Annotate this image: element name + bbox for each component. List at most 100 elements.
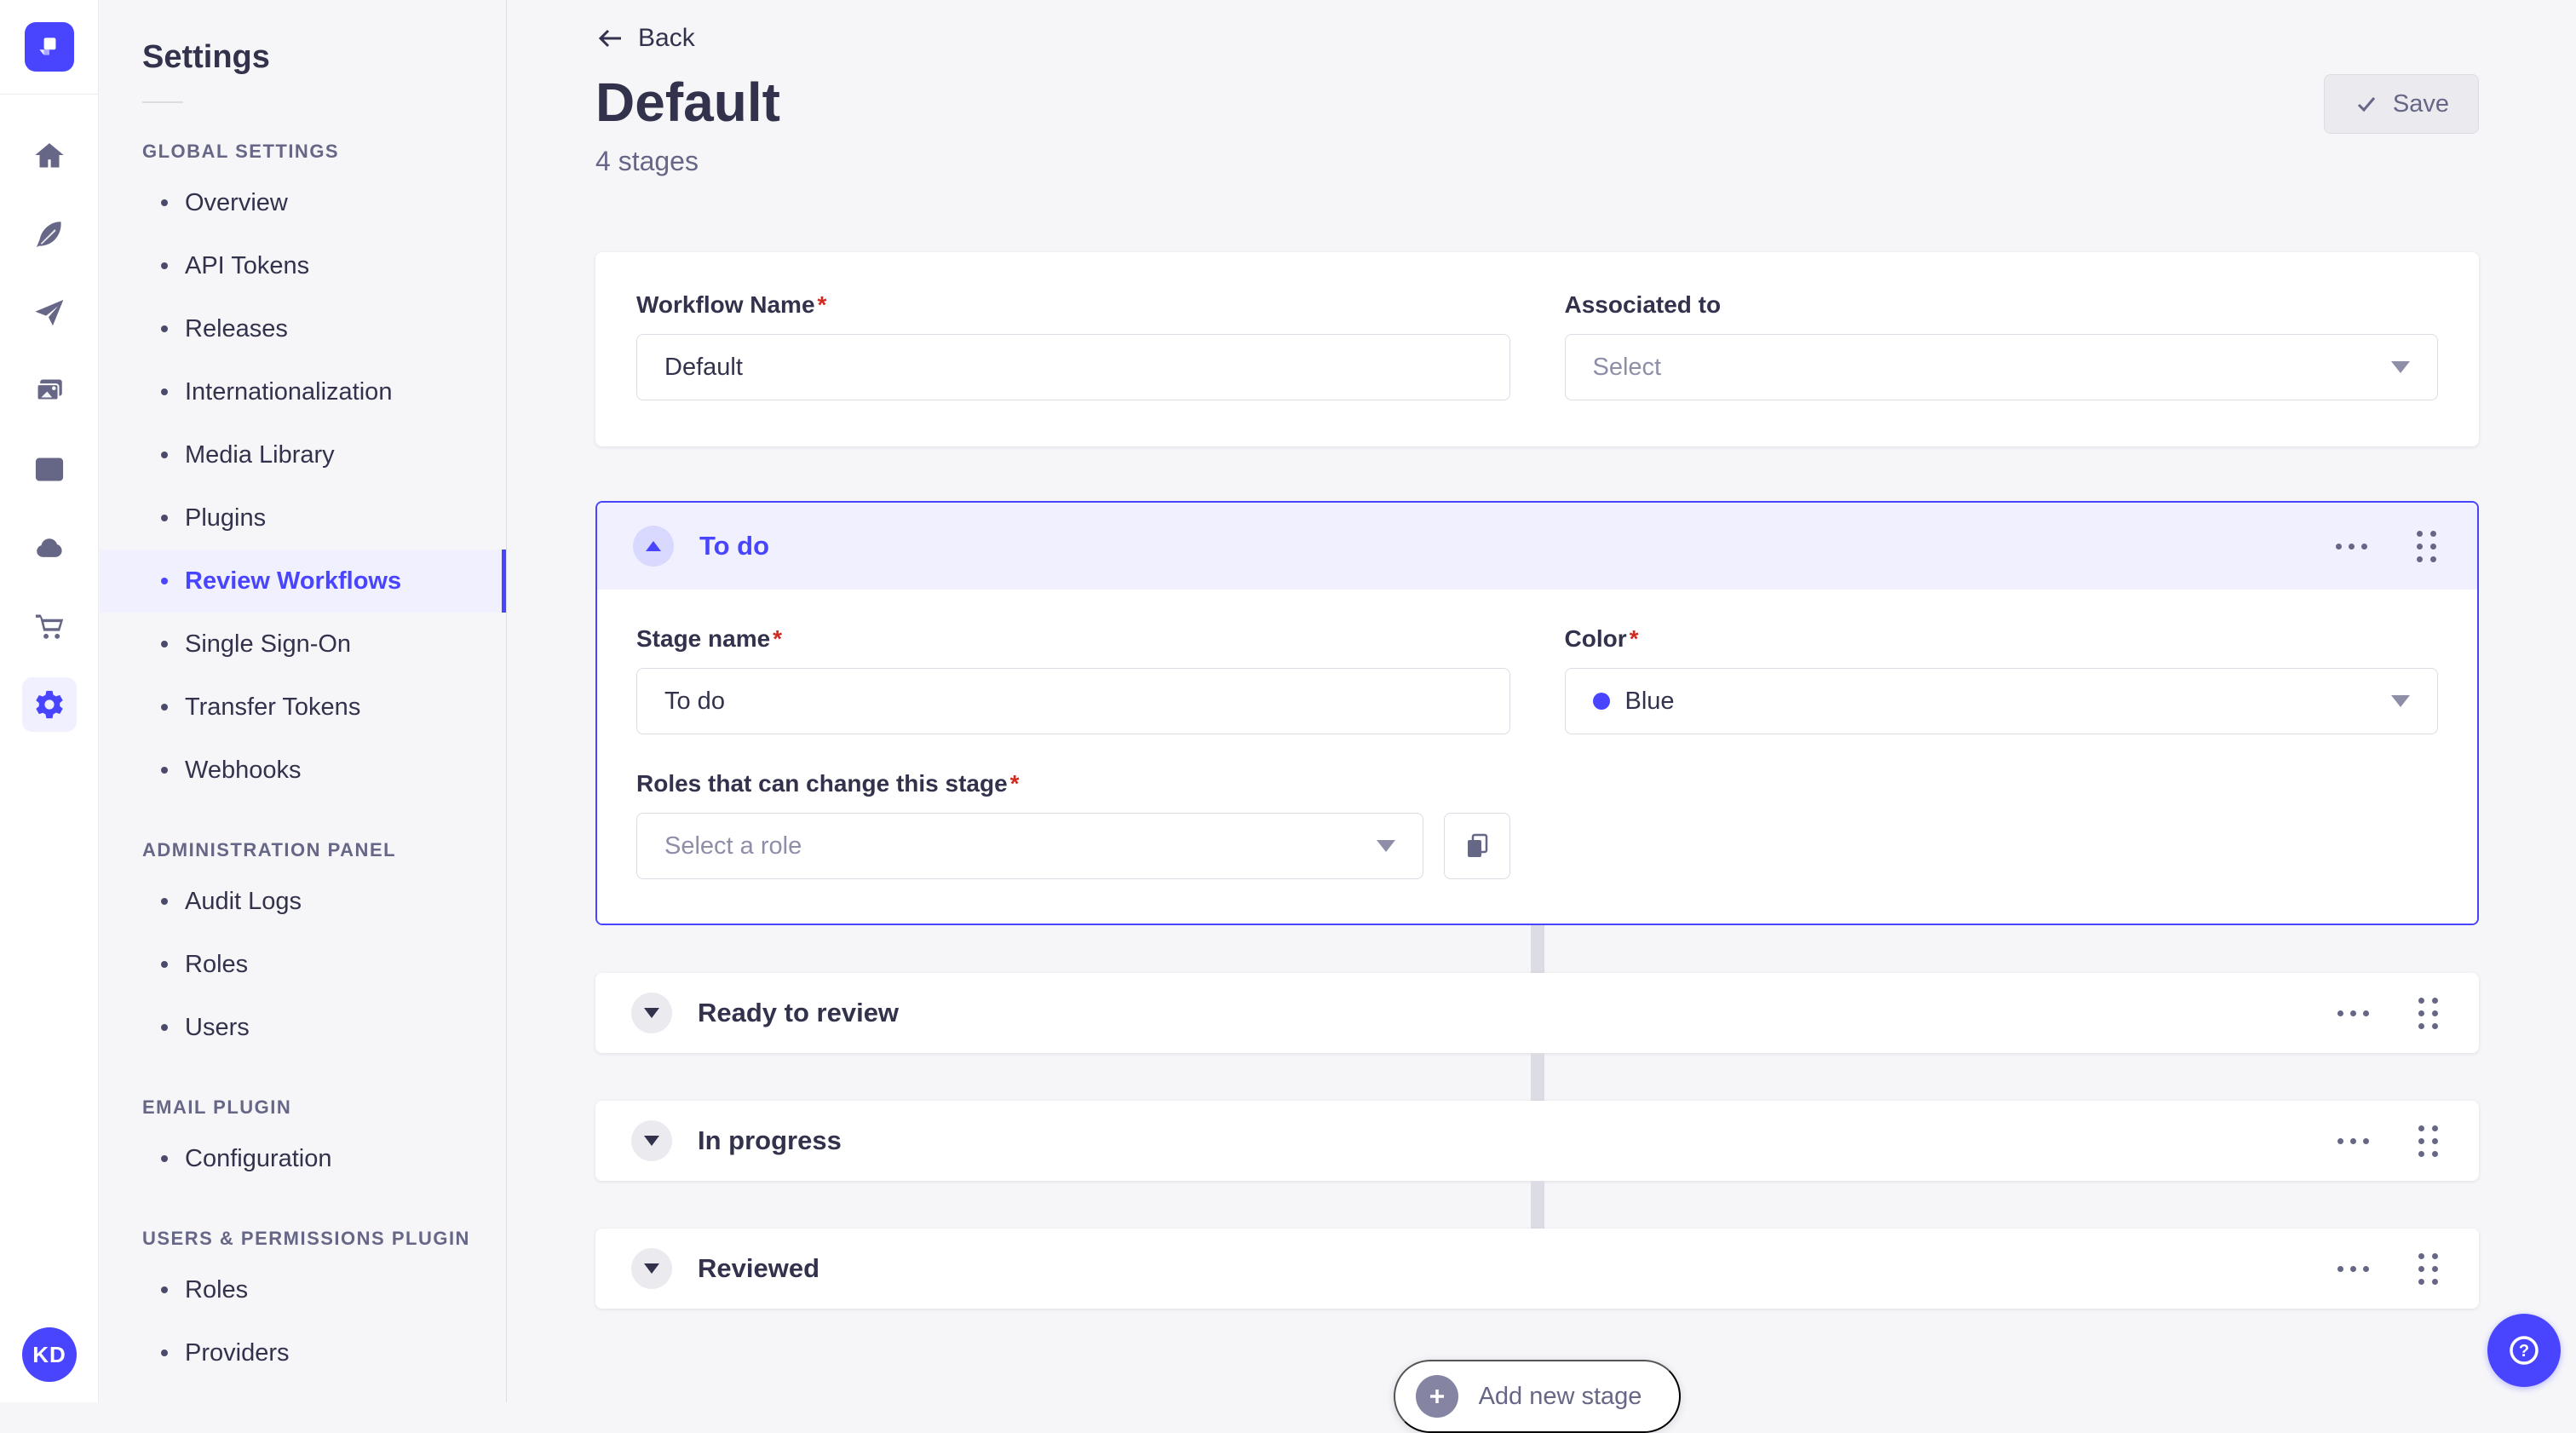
cart-icon[interactable] [22,599,77,653]
associated-to-placeholder: Select [1592,353,1662,381]
main-content: Back Default Save 4 stages Workflow Name… [508,0,2576,1433]
sidebar-item-review-workflows[interactable]: Review Workflows [100,550,506,613]
question-mark-icon: ? [2510,1336,2539,1365]
sidebar-item-audit-logs[interactable]: Audit Logs [100,870,506,933]
stage-connector [1530,925,1544,973]
user-avatar[interactable]: KD [22,1327,77,1382]
back-arrow-icon [598,29,621,48]
expand-stage-button[interactable] [631,1120,672,1161]
required-marker: * [817,291,827,318]
layout-icon[interactable] [22,442,77,497]
stage-roles-placeholder: Select a role [664,832,802,860]
stage-connector [1530,1181,1544,1229]
bullet-icon [161,1024,168,1031]
stage-title: Ready to review [698,998,900,1027]
media-library-icon[interactable] [22,364,77,418]
back-link[interactable]: Back [595,24,695,53]
add-new-stage-button[interactable]: Add new stage [1393,1360,1682,1433]
add-new-stage-label: Add new stage [1478,1382,1642,1410]
sidebar-item-admin-roles[interactable]: Roles [100,933,506,996]
associated-to-label: Associated to [1564,291,1722,318]
stage-color-field: Color * Blue [1564,625,2438,734]
stage-roles-select[interactable]: Select a role [636,813,1423,879]
sidebar-item-media-library[interactable]: Media Library [100,423,506,486]
section-users-permissions-plugin: USERS & PERMISSIONS PLUGIN [142,1228,470,1249]
associated-to-field: Associated to Select [1564,291,2438,400]
plus-icon [1415,1375,1458,1418]
stage-color-select[interactable]: Blue [1564,668,2438,734]
stage-title: In progress [698,1125,842,1155]
bullet-icon [161,199,168,206]
required-marker: * [1009,770,1020,797]
bullet-icon [161,578,168,584]
expand-stage-button[interactable] [631,1248,672,1289]
bullet-icon [161,641,168,647]
save-label: Save [2392,89,2449,118]
drag-handle-icon[interactable] [2413,1120,2443,1162]
workflow-form-card: Workflow Name* Associated to Select [595,252,2479,446]
strapi-logo[interactable] [24,22,74,72]
collapse-stage-button[interactable] [633,526,674,567]
bullet-icon [161,452,168,458]
workflow-name-input[interactable] [636,334,1510,400]
stage-card-reviewed: Reviewed [595,1229,2479,1309]
drag-handle-icon[interactable] [2413,993,2443,1034]
sidebar-item-overview[interactable]: Overview [100,171,506,234]
stage-more-menu-icon[interactable] [2332,1261,2374,1277]
stage-header-to-do[interactable]: To do [597,503,2477,590]
bullet-icon [161,1350,168,1356]
sidebar-item-up-providers[interactable]: Providers [100,1321,506,1384]
sidebar-item-plugins[interactable]: Plugins [100,486,506,550]
stage-title: To do [699,531,770,561]
stage-name-field: Stage name * [636,625,1510,734]
cloud-icon[interactable] [22,521,77,575]
expand-stage-button[interactable] [631,993,672,1033]
chevron-down-icon [2391,361,2410,373]
sidebar-item-internationalization[interactable]: Internationalization [100,360,506,423]
sidebar-item-api-tokens[interactable]: API Tokens [100,234,506,297]
duplicate-stage-button[interactable] [1443,813,1510,879]
rail-divider [0,94,98,95]
quill-icon[interactable] [22,207,77,262]
page-title: Default [595,72,780,133]
chevron-up-icon [646,541,661,551]
stage-roles-field: Roles that can change this stage * Select… [636,770,1423,879]
stage-color-label: Color * [1564,625,1639,652]
sidebar-item-up-roles[interactable]: Roles [100,1258,506,1321]
paper-plane-icon[interactable] [22,285,77,340]
drag-handle-icon[interactable] [2412,526,2441,567]
bullet-icon [161,515,168,521]
back-label: Back [638,24,695,52]
stage-more-menu-icon[interactable] [2332,1005,2374,1022]
sidebar-item-email-configuration[interactable]: Configuration [100,1127,506,1190]
icon-rail: KD [0,0,99,1402]
sidebar-item-single-sign-on[interactable]: Single Sign-On [100,613,506,676]
strapi-logo-icon [38,37,55,55]
save-button[interactable]: Save [2323,74,2479,134]
section-email-plugin: EMAIL PLUGIN [142,1096,292,1118]
sidebar-item-transfer-tokens[interactable]: Transfer Tokens [100,676,506,739]
drag-handle-icon[interactable] [2413,1248,2443,1290]
settings-gear-icon[interactable] [21,677,77,732]
home-icon[interactable] [22,129,77,183]
sidebar-item-webhooks[interactable]: Webhooks [100,739,506,802]
stage-more-menu-icon[interactable] [2331,538,2372,555]
workflow-name-label: Workflow Name * [636,291,827,318]
required-marker: * [773,625,783,652]
stage-more-menu-icon[interactable] [2332,1133,2374,1149]
sidebar-item-releases[interactable]: Releases [100,297,506,360]
stage-title: Reviewed [698,1253,820,1283]
check-icon [2357,97,2376,112]
bullet-icon [161,262,168,269]
required-marker: * [1629,625,1639,652]
svg-text:?: ? [2519,1342,2529,1361]
help-button[interactable]: ? [2487,1314,2561,1387]
section-administration-panel: ADMINISTRATION PANEL [142,839,397,860]
stage-name-input[interactable] [636,668,1510,734]
page-subtitle: 4 stages [595,146,699,176]
sidebar-item-admin-users[interactable]: Users [100,996,506,1059]
stage-card-in-progress: In progress [595,1101,2479,1181]
associated-to-select[interactable]: Select [1564,334,2438,400]
chevron-down-icon [644,1263,659,1274]
bullet-icon [161,1286,168,1293]
